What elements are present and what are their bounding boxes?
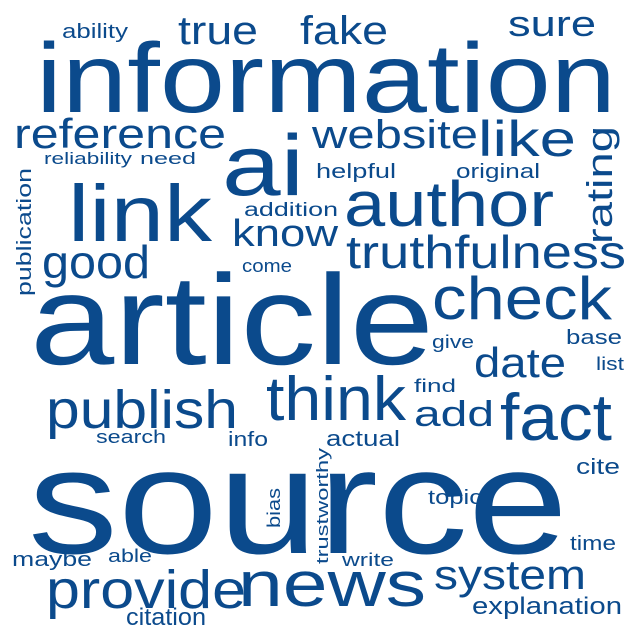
word-trustworthy: trustworthy xyxy=(313,447,332,564)
word-fake: fake xyxy=(300,9,388,53)
word-addition: addition xyxy=(244,200,338,221)
word-come: come xyxy=(242,256,292,276)
word-give: give xyxy=(432,332,474,352)
word-system: system xyxy=(434,551,586,598)
word-good: good xyxy=(42,236,150,288)
word-source: source xyxy=(28,417,568,585)
word-info: info xyxy=(228,429,268,451)
word-topic: topic xyxy=(428,487,482,509)
word-able: able xyxy=(108,546,152,566)
word-write: write xyxy=(341,550,394,570)
word-search: search xyxy=(96,427,166,447)
word-find: find xyxy=(414,376,456,396)
word-list: list xyxy=(596,354,624,374)
word-news: news xyxy=(238,548,426,620)
word-time: time xyxy=(570,533,616,555)
word-base: base xyxy=(566,327,622,349)
word-date: date xyxy=(474,339,566,386)
word-true: true xyxy=(178,9,258,53)
word-reliability: reliability xyxy=(44,149,133,168)
word-actual: actual xyxy=(326,426,400,451)
word-think: think xyxy=(266,365,407,434)
word-cite: cite xyxy=(576,454,620,479)
word-know: know xyxy=(232,213,339,255)
word-reference: reference xyxy=(14,110,226,157)
word-truthfulness: truthfulness xyxy=(346,226,626,278)
word-article: article xyxy=(30,249,434,392)
word-ability: ability xyxy=(62,21,128,43)
word-sure: sure xyxy=(508,3,596,44)
word-explanation: explanation xyxy=(472,593,622,620)
word-add: add xyxy=(414,393,494,434)
word-publish: publish xyxy=(46,380,238,440)
word-like: like xyxy=(478,111,576,167)
word-provide: provide xyxy=(46,560,246,620)
word-original: original xyxy=(456,161,540,183)
word-need: need xyxy=(140,149,196,168)
word-bias: bias xyxy=(264,488,284,528)
word-rating: rating xyxy=(579,126,620,244)
word-author: author xyxy=(344,168,554,240)
word-maybe: maybe xyxy=(12,549,92,571)
word-link: link xyxy=(68,169,213,258)
word-website: website xyxy=(311,113,478,157)
word-fact: fact xyxy=(500,380,612,454)
word-check: check xyxy=(432,265,613,332)
word-information: information xyxy=(36,23,616,133)
word-ai: ai xyxy=(222,118,304,214)
word-helpful: helpful xyxy=(316,161,396,183)
word-publication: publication xyxy=(14,168,36,296)
word-citation: citation xyxy=(126,604,206,631)
